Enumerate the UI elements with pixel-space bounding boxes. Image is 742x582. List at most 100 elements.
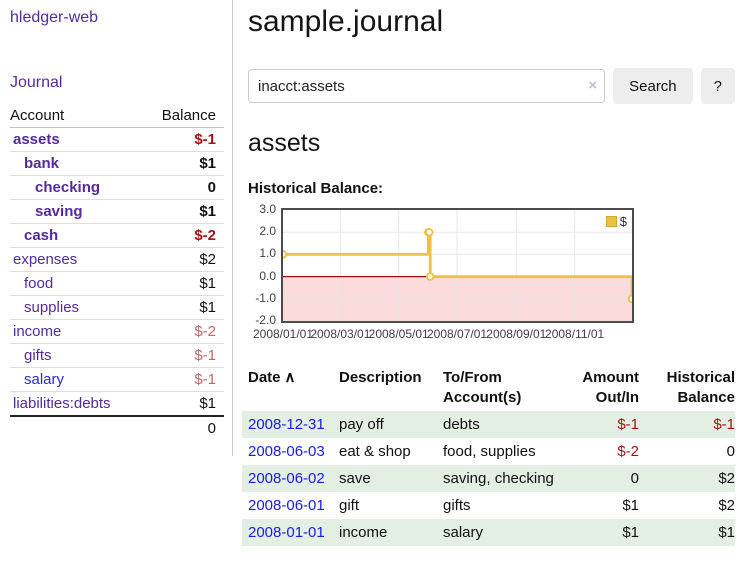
date-link[interactable]: 2008-01-01 — [248, 524, 325, 541]
register-accounts: debts — [443, 416, 480, 433]
account-balance: 0 — [207, 179, 216, 196]
register-header-description: Description — [339, 369, 422, 386]
account-balance: $-1 — [194, 131, 216, 148]
search-box: × — [248, 69, 606, 103]
register-balance: $-1 — [713, 416, 735, 433]
account-link[interactable]: liabilities:debts — [13, 395, 111, 412]
sidebar-item-gifts: gifts $-1 — [10, 344, 224, 368]
account-link[interactable]: checking — [35, 179, 101, 196]
account-link[interactable]: food — [24, 275, 54, 292]
x-axis-tick-label: 2008/01/01 — [252, 327, 314, 341]
account-balance: $1 — [199, 299, 216, 316]
account-heading: assets — [248, 129, 321, 157]
sidebar-item-bank: bank $1 — [10, 152, 224, 176]
register-amount: $1 — [622, 497, 639, 514]
account-link[interactable]: expenses — [13, 251, 78, 268]
account-link[interactable]: assets — [13, 131, 60, 148]
account-link[interactable]: gifts — [24, 347, 52, 364]
account-link[interactable]: saving — [35, 203, 83, 220]
account-balance: $-2 — [194, 227, 216, 244]
chart-plot[interactable]: $ — [281, 208, 634, 323]
register-header-balance: Historical Balance — [666, 369, 735, 406]
account-balance: $1 — [199, 275, 216, 292]
account-link[interactable]: bank — [24, 155, 60, 172]
accounts-header-account: Account — [10, 107, 65, 124]
sidebar-item-cash: cash $-2 — [10, 224, 224, 248]
register-row[interactable]: 2008-01-01 income salary $1 $1 — [242, 519, 735, 546]
date-link[interactable]: 2008-12-31 — [248, 416, 325, 433]
register-description: save — [339, 470, 371, 487]
y-axis-tick-label: -2.0 — [255, 313, 276, 327]
account-balance: $1 — [199, 155, 216, 172]
register-accounts: saving, checking — [443, 470, 554, 487]
accounts-total-value: 0 — [207, 419, 216, 437]
search-form: × Search ? — [248, 68, 735, 104]
date-link[interactable]: 2008-06-01 — [248, 497, 325, 514]
date-link[interactable]: 2008-06-03 — [248, 443, 325, 460]
y-axis-tick-label: 1.0 — [259, 246, 276, 261]
register-row[interactable]: 2008-06-01 gift gifts $1 $2 — [242, 492, 735, 519]
sidebar-item-assets: assets $-1 — [10, 128, 224, 152]
page-title: sample.journal — [248, 5, 444, 38]
account-link[interactable]: cash — [24, 227, 59, 244]
register-accounts: salary — [443, 524, 484, 541]
sidebar-item-food: food $1 — [10, 272, 224, 296]
account-balance: $-2 — [194, 323, 216, 340]
clear-search-icon[interactable]: × — [588, 77, 598, 94]
sidebar-item-saving: saving $1 — [10, 200, 224, 224]
accounts-header-balance: Balance — [161, 107, 216, 124]
register-amount: 0 — [630, 470, 639, 487]
nav-journal-link[interactable]: Journal — [10, 74, 63, 91]
sort-ascending-icon: ∧ — [284, 369, 296, 386]
register-amount: $-2 — [617, 443, 639, 460]
account-balance: $-1 — [194, 347, 216, 364]
register-amount: $1 — [622, 524, 639, 541]
account-link[interactable]: income — [13, 323, 62, 340]
register-description: income — [339, 524, 388, 541]
register-balance: 0 — [726, 443, 735, 460]
chart: $ 3.0 2.0 1.0 0.0 -1.0 -2.0 2008/01/01 2008/03/… — [248, 202, 668, 345]
register-header-accounts: To/From Account(s) — [443, 369, 522, 406]
sidebar-item-supplies: supplies $1 — [10, 296, 224, 320]
register-row[interactable]: 2008-06-02 save saving, checking 0 $2 — [242, 465, 735, 492]
register-description: gift — [339, 497, 360, 514]
register-table: Date ∧ Description To/From Account(s) Amou… — [242, 365, 735, 546]
sidebar-item-expenses: expenses $2 — [10, 248, 224, 272]
y-axis-tick-label: 3.0 — [259, 202, 276, 216]
sidebar-item-checking: checking 0 — [10, 176, 224, 200]
main-content: sample.journal × Search ? assets Histori… — [242, 0, 735, 546]
register-balance: $2 — [718, 497, 735, 514]
chart-legend: $ — [603, 213, 629, 230]
register-accounts: gifts — [443, 497, 471, 514]
accounts-total-row: 0 — [10, 415, 224, 439]
search-button[interactable]: Search — [613, 68, 693, 104]
accounts-table: Account Balance assets $-1 bank $1 check… — [10, 104, 224, 439]
y-axis-tick-label: -1.0 — [255, 290, 276, 305]
register-header-date[interactable]: Date ∧ — [248, 369, 296, 386]
search-input[interactable] — [248, 69, 606, 103]
account-balance: $2 — [199, 251, 216, 268]
account-balance: $1 — [199, 395, 216, 412]
help-button[interactable]: ? — [700, 68, 735, 104]
account-link[interactable]: supplies — [24, 299, 80, 316]
register-header-amount: Amount Out/In — [582, 369, 639, 406]
account-balance: $1 — [199, 203, 216, 220]
y-axis-tick-label: 2.0 — [259, 224, 276, 239]
x-axis-tick-label: 2008/09/01 — [486, 327, 547, 341]
x-axis-tick-label: 2008/05/01 — [368, 327, 429, 341]
register-description: pay off — [339, 416, 384, 433]
register-accounts: food, supplies — [443, 443, 536, 460]
app-title-link[interactable]: hledger-web — [10, 9, 99, 26]
date-link[interactable]: 2008-06-02 — [248, 470, 325, 487]
register-row[interactable]: 2008-06-03 eat & shop food, supplies $-2… — [242, 438, 735, 465]
x-axis-tick-label: 2008/11/01 — [545, 327, 605, 341]
sidebar-item-liabilities-debts: liabilities:debts $1 — [10, 392, 224, 416]
legend-swatch-icon — [605, 216, 617, 227]
register-header-row: Date ∧ Description To/From Account(s) Amou… — [242, 365, 735, 411]
sidebar-item-salary: salary $-1 — [10, 368, 224, 392]
sidebar-item-income: income $-2 — [10, 320, 224, 344]
chart-title: Historical Balance: — [248, 180, 384, 197]
legend-label: $ — [619, 214, 627, 229]
account-link[interactable]: salary — [24, 371, 65, 388]
register-row[interactable]: 2008-12-31 pay off debts $-1 $-1 — [242, 411, 735, 438]
